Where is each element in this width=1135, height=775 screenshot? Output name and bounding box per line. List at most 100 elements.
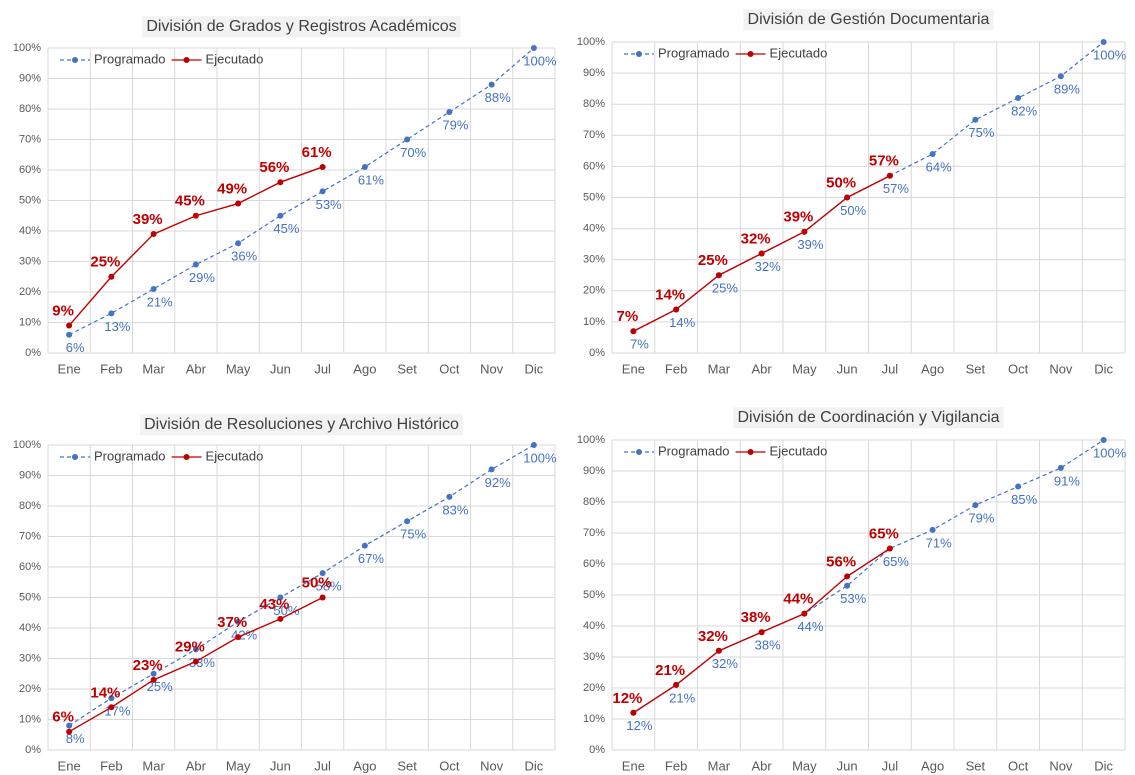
- data-label: 89%: [1054, 82, 1080, 97]
- legend-label: Ejecutado: [206, 448, 264, 463]
- data-label: 38%: [755, 638, 781, 653]
- x-tick-label: Jul: [314, 361, 331, 376]
- data-label: 100%: [1093, 47, 1127, 62]
- point-marker: [192, 658, 199, 665]
- point-marker: [801, 228, 808, 235]
- y-tick-label: 50%: [19, 591, 41, 603]
- legend-marker: [183, 57, 190, 63]
- data-label: 64%: [926, 159, 952, 174]
- x-tick-label: Oct: [1008, 758, 1029, 773]
- data-label: 37%: [217, 614, 247, 631]
- point-marker: [66, 331, 73, 338]
- x-tick-label: Oct: [439, 758, 460, 773]
- y-tick-label: 70%: [19, 530, 41, 542]
- point-marker: [446, 109, 453, 116]
- data-label: 23%: [133, 657, 163, 674]
- point-marker: [1057, 464, 1064, 471]
- point-marker: [319, 163, 326, 170]
- data-label: 25%: [712, 281, 738, 296]
- point-marker: [150, 285, 157, 292]
- x-tick-label: Abr: [752, 361, 773, 376]
- x-tick-label: Jul: [882, 361, 899, 376]
- data-label: 65%: [869, 525, 899, 542]
- series-line: [68, 47, 535, 336]
- point-marker: [673, 306, 680, 313]
- y-tick-label: 50%: [583, 589, 605, 601]
- x-tick-label: Ago: [921, 758, 944, 773]
- y-tick-label: 30%: [583, 254, 605, 266]
- legend-marker: [747, 51, 754, 57]
- data-label: 32%: [698, 628, 728, 645]
- y-tick-label: 40%: [583, 223, 605, 235]
- x-tick-label: Nov: [1049, 758, 1073, 773]
- point-marker: [361, 542, 368, 549]
- data-label: 7%: [630, 337, 649, 352]
- y-tick-label: 20%: [583, 285, 605, 297]
- y-tick-label: 0%: [589, 744, 605, 756]
- x-tick-label: Ago: [353, 758, 376, 773]
- point-marker: [361, 163, 368, 170]
- x-tick-label: Dic: [1094, 361, 1113, 376]
- y-tick-label: 70%: [583, 129, 605, 141]
- x-tick-label: Ago: [921, 361, 944, 376]
- point-marker: [630, 709, 637, 716]
- data-label: 50%: [302, 574, 332, 591]
- point-marker: [929, 526, 936, 533]
- y-tick-label: 20%: [19, 286, 41, 298]
- data-label: 100%: [523, 450, 557, 465]
- series-line: [68, 444, 535, 727]
- point-marker: [758, 629, 765, 636]
- data-label: 45%: [175, 193, 205, 210]
- y-tick-label: 10%: [583, 713, 605, 725]
- point-marker: [108, 704, 115, 711]
- point-marker: [844, 582, 851, 589]
- data-label: 39%: [133, 211, 163, 228]
- x-tick-label: Nov: [480, 758, 504, 773]
- y-tick-label: 60%: [583, 558, 605, 570]
- point-marker: [530, 442, 537, 448]
- data-label: 7%: [617, 308, 639, 325]
- data-label: 32%: [755, 259, 781, 274]
- point-marker: [277, 594, 284, 601]
- y-tick-label: 0%: [25, 347, 41, 359]
- data-label: 57%: [883, 181, 909, 196]
- data-label: 14%: [655, 286, 685, 303]
- x-tick-label: May: [792, 758, 817, 773]
- x-tick-label: Jun: [837, 758, 858, 773]
- y-tick-label: 90%: [19, 469, 41, 481]
- y-tick-label: 100%: [13, 439, 41, 451]
- chart-title: División de Coordinación y Vigilancia: [737, 409, 999, 426]
- data-label: 12%: [612, 690, 642, 707]
- data-label: 21%: [147, 294, 173, 309]
- data-label: 6%: [66, 340, 85, 355]
- data-label: 25%: [90, 254, 120, 271]
- data-label: 6%: [52, 709, 74, 726]
- y-tick-label: 100%: [577, 434, 605, 446]
- data-label: 100%: [1093, 445, 1127, 460]
- point-marker: [108, 273, 115, 280]
- y-tick-label: 40%: [583, 620, 605, 632]
- data-label: 13%: [104, 319, 130, 334]
- point-marker: [235, 240, 242, 247]
- legend-label: Programado: [94, 51, 166, 66]
- data-label: 85%: [1011, 492, 1037, 507]
- x-tick-label: Set: [397, 361, 417, 376]
- y-tick-label: 60%: [19, 164, 41, 176]
- x-tick-label: Ene: [622, 361, 645, 376]
- point-marker: [446, 493, 453, 500]
- point-marker: [150, 231, 157, 238]
- y-tick-label: 80%: [19, 500, 41, 512]
- title-background: [743, 9, 994, 31]
- data-label: 82%: [1011, 103, 1037, 118]
- y-tick-label: 10%: [19, 316, 41, 328]
- x-tick-label: Mar: [142, 758, 165, 773]
- y-tick-label: 90%: [19, 72, 41, 84]
- point-marker: [235, 618, 242, 625]
- chart-title: División de Gestión Documentaria: [748, 11, 990, 28]
- title-background: [140, 414, 463, 436]
- x-tick-label: May: [792, 361, 817, 376]
- x-tick-label: May: [226, 758, 251, 773]
- legend-marker: [72, 454, 78, 460]
- x-tick-label: Feb: [100, 758, 122, 773]
- y-tick-label: 100%: [577, 36, 605, 48]
